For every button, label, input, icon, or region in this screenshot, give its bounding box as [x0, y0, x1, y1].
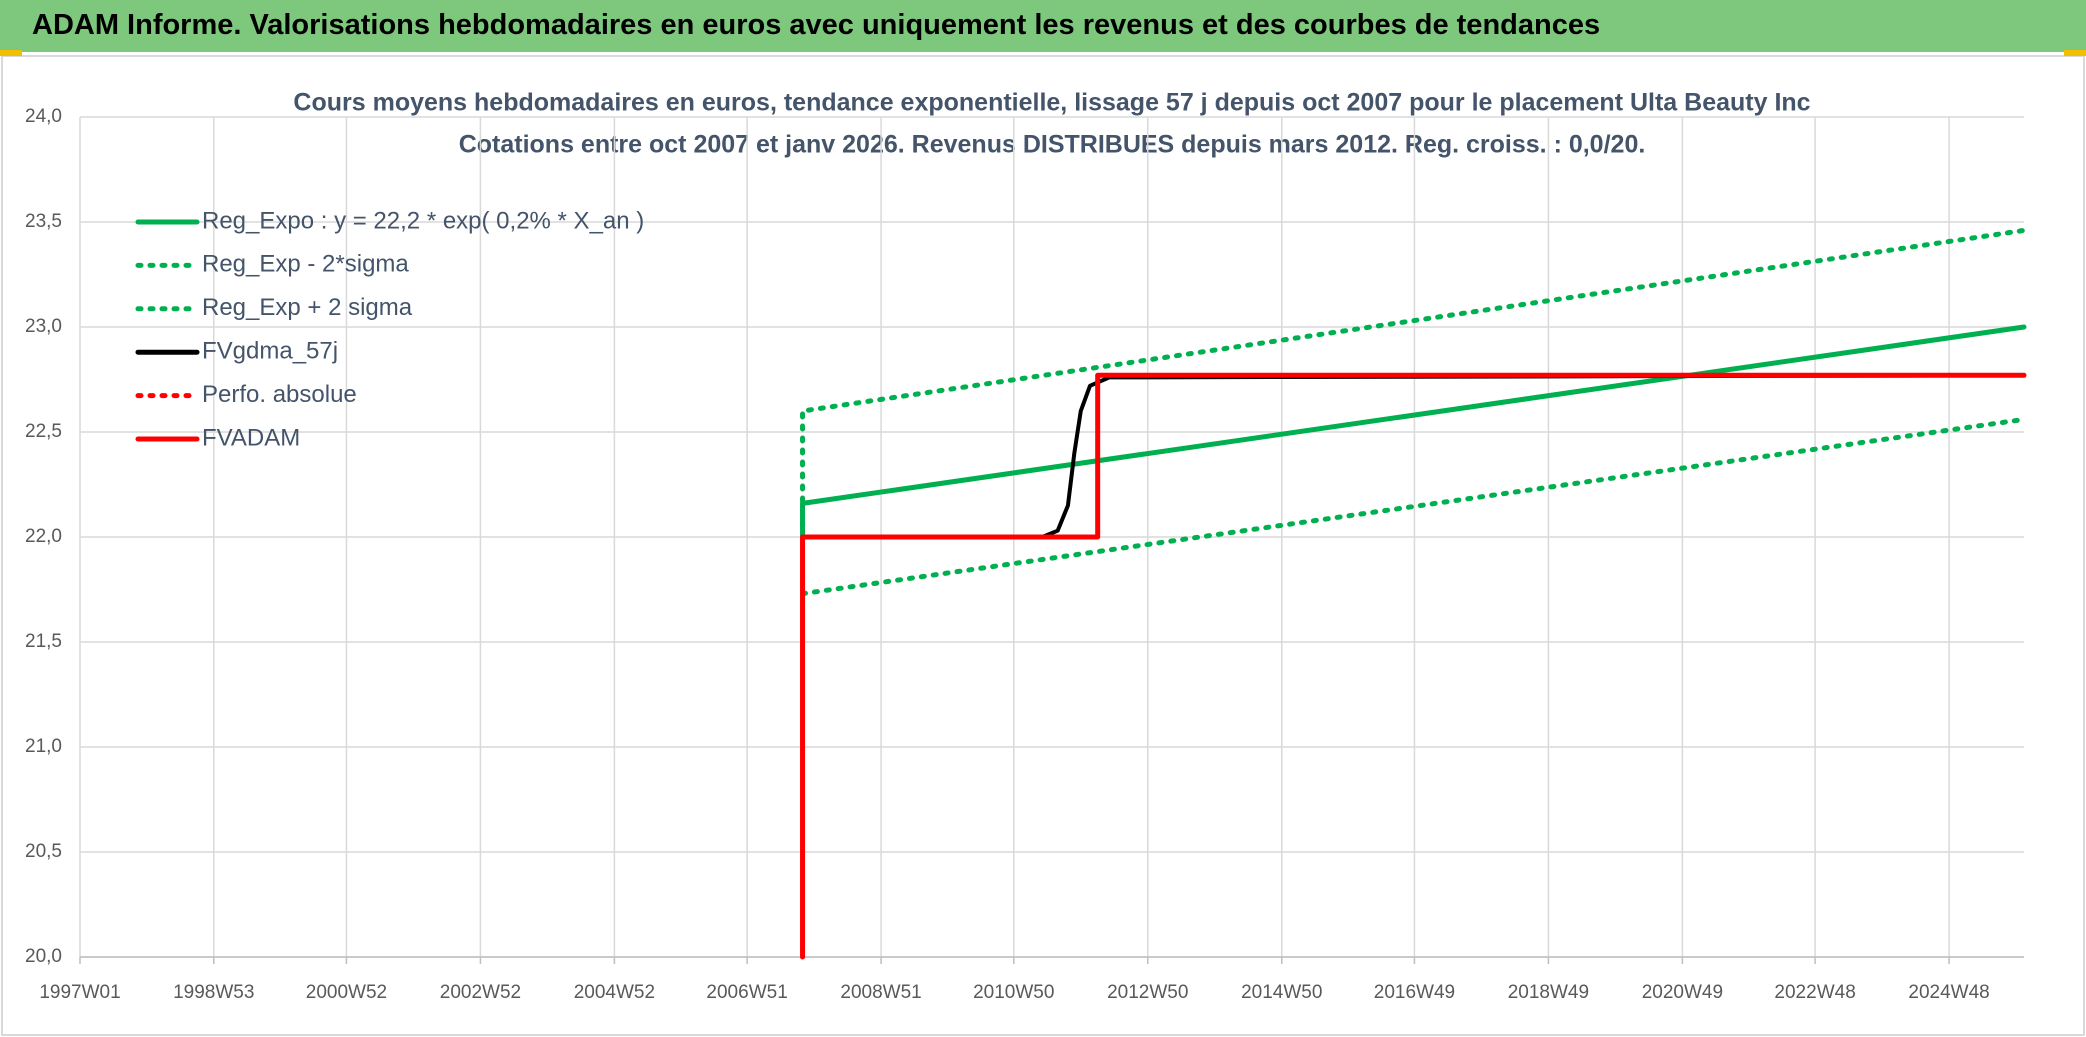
legend-label: FVADAM	[202, 424, 300, 451]
x-tick-label: 2004W52	[574, 982, 655, 1003]
y-tick-label: 22,0	[25, 526, 62, 547]
x-tick-label: 2006W51	[706, 982, 787, 1003]
x-tick-label: 1998W53	[173, 982, 254, 1003]
legend-label: Perfo. absolue	[202, 381, 357, 408]
x-tick-label: 2008W51	[840, 982, 921, 1003]
series-line	[800, 416, 2027, 597]
x-tick-label: 2018W49	[1508, 982, 1589, 1003]
y-tick-label: 20,5	[25, 841, 62, 862]
banner: ADAM Informe. Valorisations hebdomadaire…	[0, 0, 2086, 52]
x-tick-label: 2020W49	[1642, 982, 1723, 1003]
x-tick-label: 2022W48	[1774, 982, 1855, 1003]
series-line	[800, 373, 2026, 539]
series-line	[800, 372, 2027, 960]
y-tick-label: 20,0	[25, 946, 62, 967]
chart-frame	[1, 55, 2085, 1036]
x-tick-label: 2014W50	[1241, 982, 1322, 1003]
corner	[0, 50, 22, 56]
x-tick-label: 2024W48	[1908, 982, 1989, 1003]
x-tick-label: 1997W01	[39, 982, 120, 1003]
y-tick-label: 23,0	[25, 316, 62, 337]
series-line	[800, 227, 2027, 540]
y-tick-label: 21,0	[25, 736, 62, 757]
y-tick-label: 21,5	[25, 631, 62, 652]
legend: Reg_Expo : y = 22,2 * exp( 0,2% * X_an )…	[135, 207, 644, 451]
legend-label: Reg_Exp - 2*sigma	[202, 251, 409, 278]
x-tick-label: 2000W52	[306, 982, 387, 1003]
y-tick-label: 23,5	[25, 211, 62, 232]
chart-subtitle: Cotations entre oct 2007 et janv 2026. R…	[459, 131, 1646, 159]
corner	[2064, 50, 2086, 56]
legend-label: Reg_Exp + 2 sigma	[202, 294, 413, 321]
x-tick-label: 2012W50	[1107, 982, 1188, 1003]
x-tick-label: 2002W52	[440, 982, 521, 1003]
y-tick-label: 22,5	[25, 421, 62, 442]
y-tick-label: 24,0	[25, 106, 62, 127]
legend-label: FVgdma_57j	[202, 338, 338, 365]
legend-label: Reg_Expo : y = 22,2 * exp( 0,2% * X_an )	[202, 207, 644, 234]
x-tick-label: 2010W50	[973, 982, 1054, 1003]
chart-title: Cours moyens hebdomadaires en euros, ten…	[293, 89, 1810, 117]
banner-title: ADAM Informe. Valorisations hebdomadaire…	[32, 9, 1601, 41]
x-tick-label: 2016W49	[1374, 982, 1455, 1003]
grid	[79, 116, 2024, 958]
